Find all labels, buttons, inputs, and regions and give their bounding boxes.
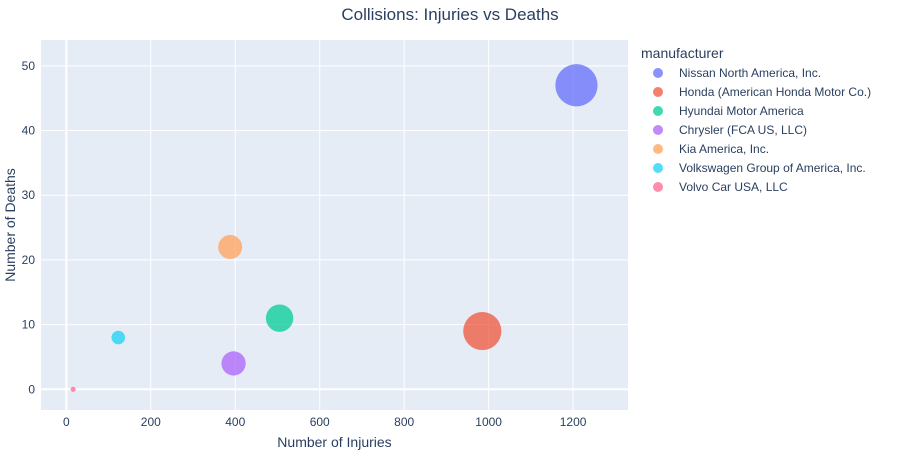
tick-labels: 0 200 400 600 800 1000 1200 0 10 20 30 40 50 [22,59,587,429]
x-tick-label: 1000 [475,415,502,429]
legend-title: manufacturer [641,45,724,61]
legend-item[interactable]: Kia America, Inc. [653,142,769,156]
data-point[interactable] [111,330,126,345]
data-point[interactable] [555,64,598,107]
legend-label: Chrysler (FCA US, LLC) [679,123,807,137]
legend-marker [653,125,663,135]
legend-marker [653,68,663,78]
data-point[interactable] [221,351,246,376]
plot-area [41,40,628,410]
legend-marker [653,163,663,173]
legend-label: Hyundai Motor America [679,104,804,118]
legend-marker [653,106,663,116]
data-point[interactable] [463,311,502,351]
legend-label: Kia America, Inc. [679,142,769,156]
x-tick-label: 400 [225,415,245,429]
legend-item[interactable]: Nissan North America, Inc. [653,66,821,80]
y-tick-label: 50 [22,59,36,73]
legend-label: Volvo Car USA, LLC [679,180,788,194]
legend-label: Volkswagen Group of America, Inc. [679,161,866,175]
y-tick-label: 40 [22,124,36,138]
y-axis-title: Number of Deaths [2,168,18,282]
legend-label: Honda (American Honda Motor Co.) [679,85,871,99]
y-tick-label: 10 [22,318,36,332]
x-tick-label: 200 [141,415,161,429]
x-tick-label: 0 [63,415,70,429]
legend-item[interactable]: Volvo Car USA, LLC [653,180,788,194]
grid [41,40,628,410]
legend-item[interactable]: Volkswagen Group of America, Inc. [653,161,866,175]
x-tick-label: 1200 [560,415,587,429]
x-tick-label: 800 [394,415,414,429]
legend-marker [653,182,663,192]
x-axis-title: Number of Injuries [277,434,391,450]
legend-item[interactable]: Chrysler (FCA US, LLC) [653,123,807,137]
legend-item[interactable]: Honda (American Honda Motor Co.) [653,85,871,99]
legend-marker [653,87,663,97]
y-tick-label: 20 [22,253,36,267]
data-point[interactable] [70,386,76,392]
data-point[interactable] [265,304,294,332]
x-tick-label: 600 [310,415,330,429]
y-tick-label: 30 [22,188,36,202]
legend-label: Nissan North America, Inc. [679,66,821,80]
data-points [70,64,598,392]
data-point[interactable] [218,234,243,260]
legend-marker [653,144,663,154]
chart-title: Collisions: Injuries vs Deaths [341,5,558,24]
legend-item[interactable]: Hyundai Motor America [653,104,804,118]
y-tick-label: 0 [28,382,35,396]
legend[interactable]: Nissan North America, Inc. Honda (America… [653,66,871,194]
